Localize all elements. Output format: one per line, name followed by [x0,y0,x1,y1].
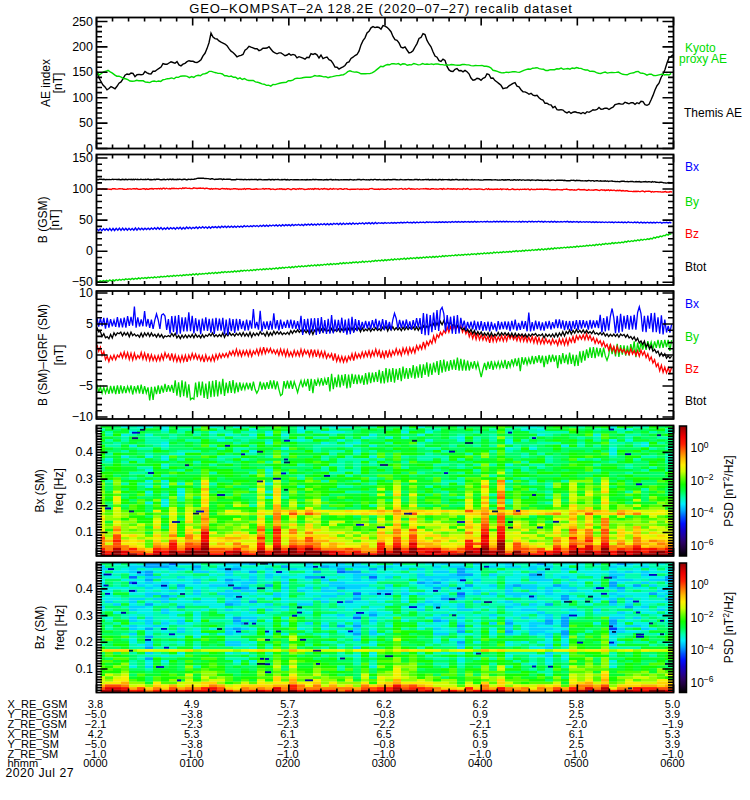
svg-text:150: 150 [72,65,93,79]
svg-text:Btot: Btot [685,260,707,274]
svg-text:Bz: Bz [685,227,699,241]
svg-text:50: 50 [79,116,93,130]
svg-text:Bx: Bx [685,297,699,311]
svg-text:By: By [685,330,699,344]
svg-text:PSD [nT2/Hz]: PSD [nT2/Hz] [721,592,736,663]
svg-text:GEO–KOMPSAT–2A 128.2E (2020–07: GEO–KOMPSAT–2A 128.2E (2020–07–27) recal… [189,1,573,16]
svg-text:0.1: 0.1 [76,525,93,539]
svg-text:By: By [685,195,699,209]
svg-text:0500: 0500 [564,757,588,769]
svg-text:−5: −5 [79,379,93,393]
svg-text:PSD [nT2/Hz]: PSD [nT2/Hz] [721,455,736,526]
svg-text:5: 5 [86,317,93,331]
svg-text:250: 250 [72,15,93,29]
svg-text:0.2: 0.2 [76,499,93,513]
svg-text:0.4: 0.4 [76,582,93,596]
svg-text:−10: −10 [72,410,93,424]
svg-text:0.4: 0.4 [76,445,93,459]
svg-text:Bx (SM): Bx (SM) [33,469,47,512]
svg-text:0.1: 0.1 [76,662,93,676]
svg-text:Bz: Bz [685,362,699,376]
svg-text:[nT]: [nT] [52,345,66,366]
svg-text:0.2: 0.2 [76,635,93,649]
svg-text:100: 100 [72,182,93,196]
svg-text:2020 Jul 27: 2020 Jul 27 [6,766,75,780]
svg-text:proxy AE: proxy AE [679,52,727,66]
svg-text:0: 0 [86,244,93,258]
svg-text:50: 50 [79,213,93,227]
svg-text:Themis AE: Themis AE [684,106,742,120]
svg-text:[nT]: [nT] [51,73,65,94]
svg-text:Bx: Bx [685,160,699,174]
svg-text:Bz (SM): Bz (SM) [33,606,47,649]
svg-text:200: 200 [72,40,93,54]
svg-text:100: 100 [72,91,93,105]
svg-text:10: 10 [79,286,93,300]
svg-text:0.3: 0.3 [76,609,93,623]
svg-text:[nT]: [nT] [48,209,62,230]
svg-text:B (SM)–IGRF (SM): B (SM)–IGRF (SM) [36,304,50,406]
svg-text:0.3: 0.3 [76,472,93,486]
svg-text:150: 150 [72,151,93,165]
svg-text:0400: 0400 [468,757,492,769]
svg-text:0300: 0300 [372,757,396,769]
svg-text:0100: 0100 [179,757,203,769]
svg-text:freq [Hz]: freq [Hz] [53,468,67,513]
svg-text:0: 0 [86,348,93,362]
svg-text:freq [Hz]: freq [Hz] [53,605,67,650]
svg-text:0200: 0200 [276,757,300,769]
svg-text:0600: 0600 [660,757,684,769]
svg-text:0000: 0000 [83,757,107,769]
svg-text:Btot: Btot [685,394,707,408]
